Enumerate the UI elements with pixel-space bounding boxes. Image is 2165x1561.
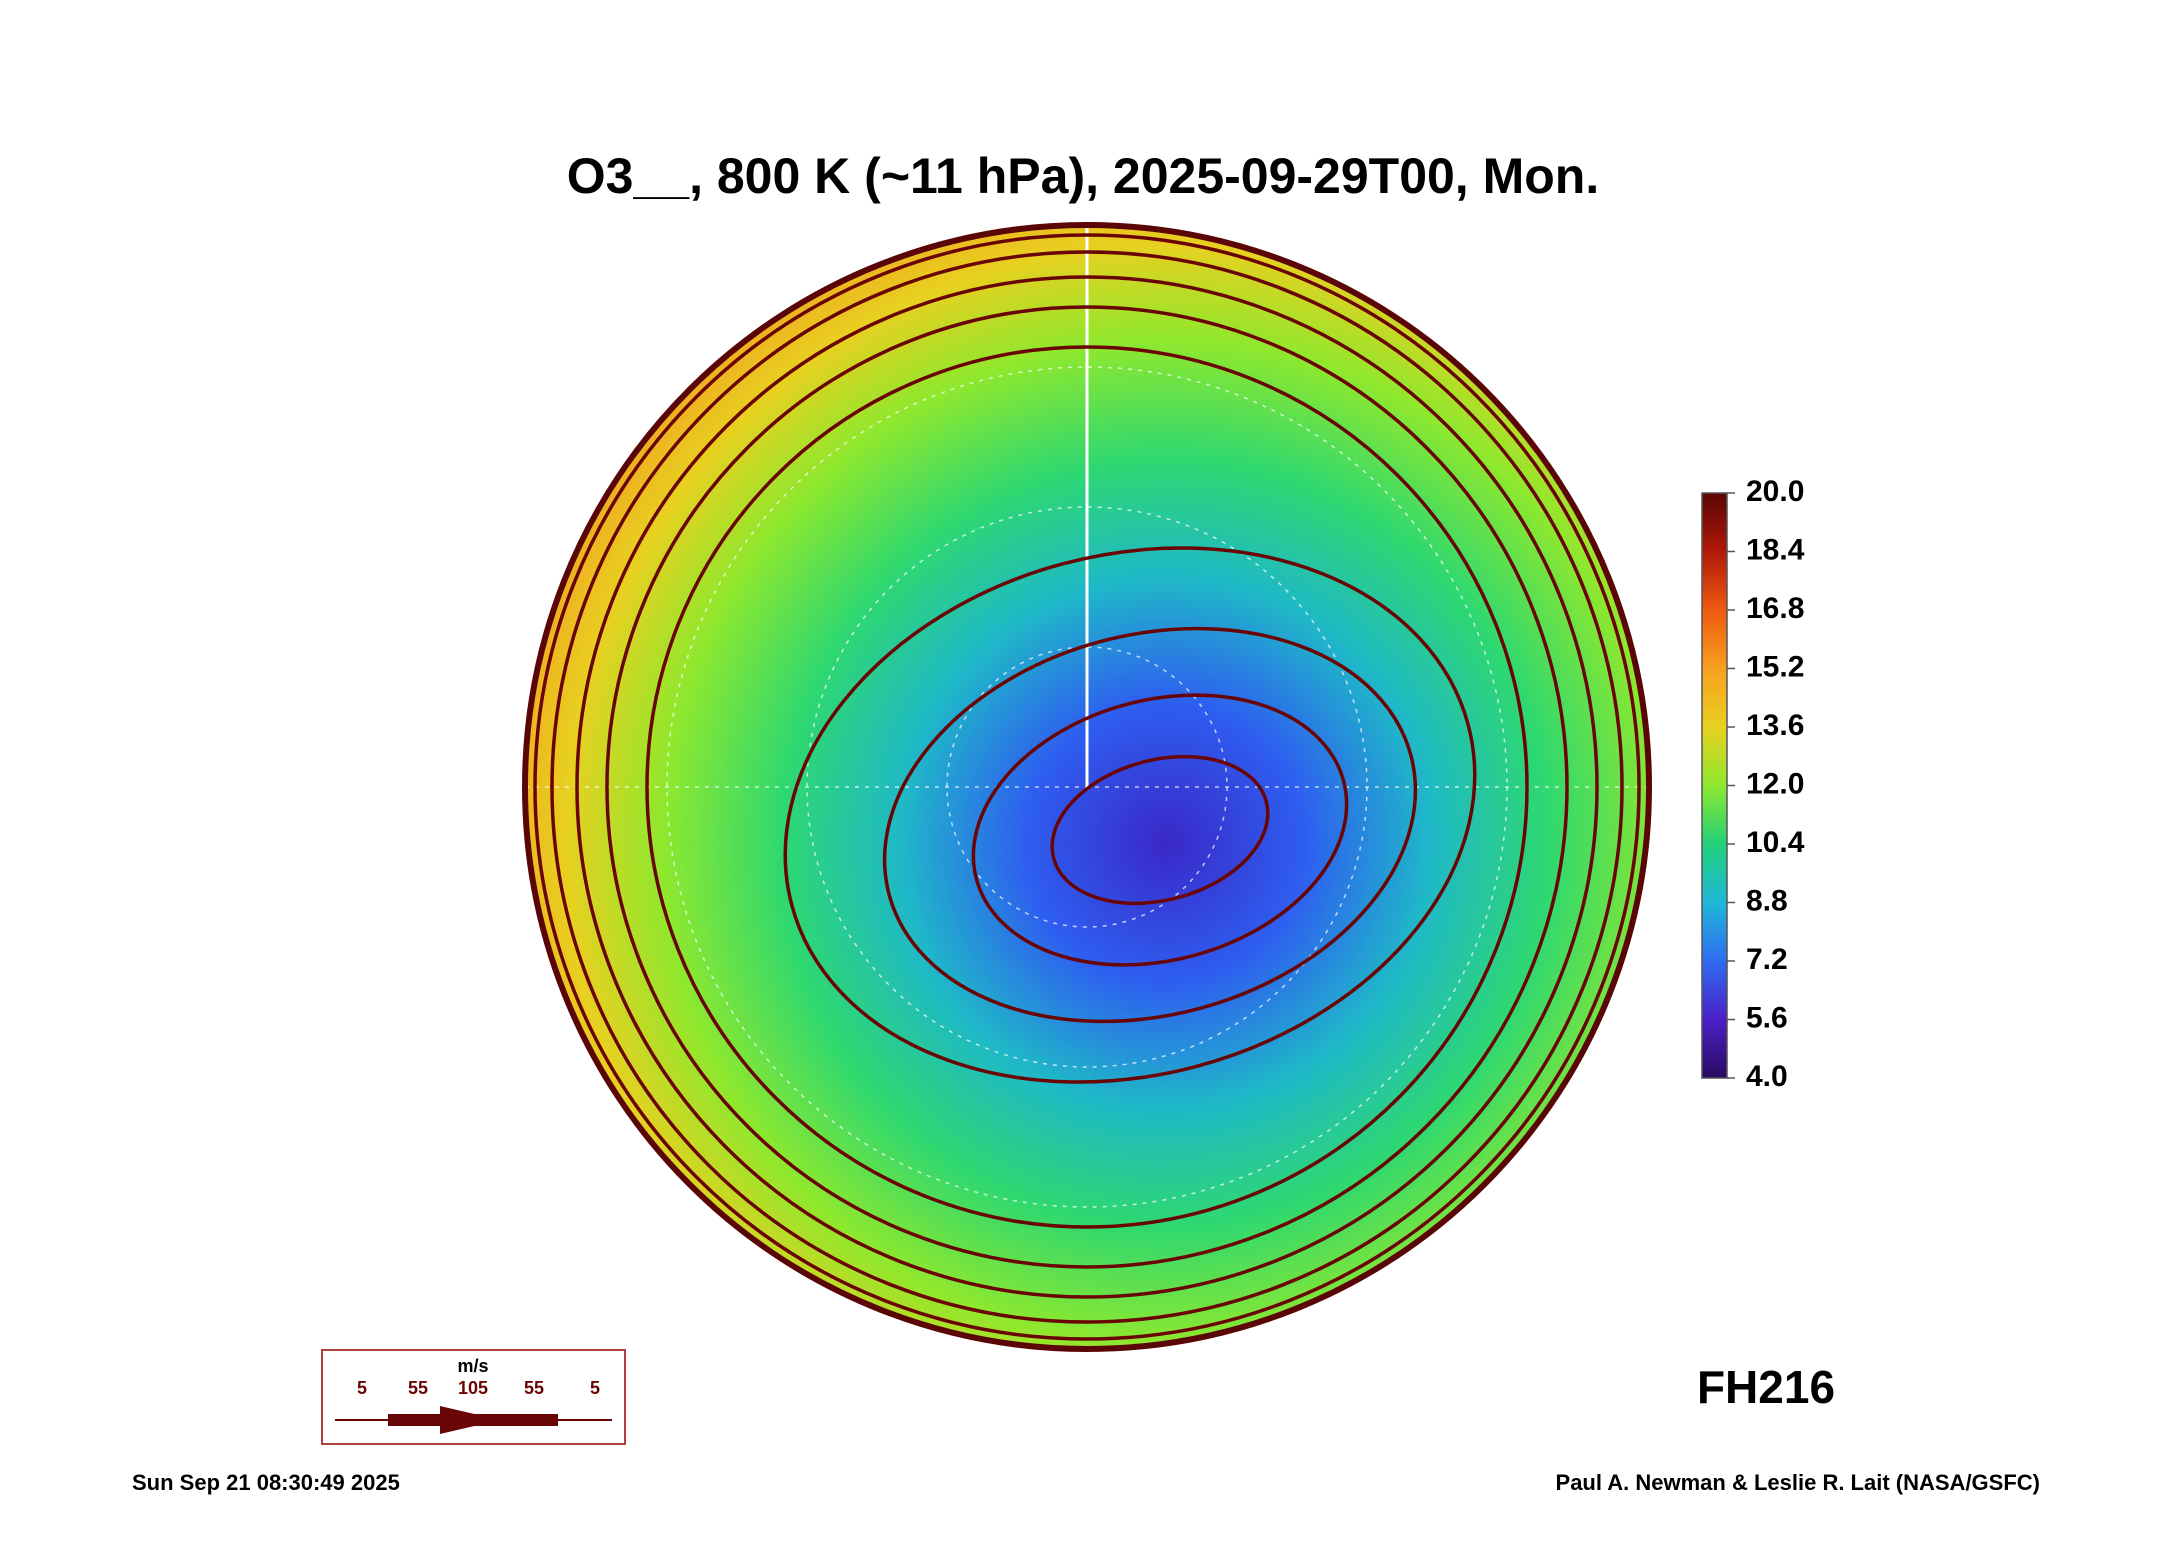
wind-speed-label: 5 — [590, 1378, 600, 1398]
map-border — [522, 222, 1652, 1352]
colorbar: 4.0 5.6 7.2 8.8 10.4 12.0 13.6 15.2 16.8 18.4 20.0 — [1701, 475, 1805, 1093]
colorbar-tick-label: 10.4 — [1746, 826, 1805, 859]
colorbar-tick-label: 20.0 — [1746, 475, 1804, 508]
colorbar-scale — [1701, 492, 1728, 1079]
forecast-label: FH216 — [1697, 1361, 1835, 1413]
map — [525, 225, 1649, 1349]
colorbar-tick-label: 7.2 — [1746, 943, 1788, 976]
wind-legend-box — [321, 1349, 626, 1445]
wind-speed-label: 5 — [357, 1378, 367, 1398]
colorbar-tick-label: 13.6 — [1746, 709, 1804, 742]
credit: Paul A. Newman & Leslie R. Lait (NASA/GS… — [1556, 1470, 2040, 1495]
colorbar-tick-label: 4.0 — [1746, 1060, 1788, 1093]
colorbar-tick-label: 12.0 — [1746, 767, 1804, 800]
streamlines — [533, 233, 1641, 1341]
wind-legend: 5 55 105 55 5 — [335, 1378, 612, 1434]
colorbar-tick-label: 18.4 — [1746, 533, 1805, 566]
wind-speed-label: 55 — [524, 1378, 544, 1398]
colorbar-tick-label: 16.8 — [1746, 592, 1804, 625]
wind-arrow — [440, 1406, 500, 1434]
colorbar-tick-label: 5.6 — [1746, 1001, 1788, 1034]
timestamp: Sun Sep 21 08:30:49 2025 — [132, 1470, 400, 1495]
colorbar-tick-label: 8.8 — [1746, 884, 1788, 917]
wind-speed-label: 55 — [408, 1378, 428, 1398]
wind-speed-label: 105 — [458, 1378, 488, 1398]
chart-title: O3__, 800 K (~11 hPa), 2025-09-29T00, Mo… — [567, 148, 1599, 204]
colorbar-tick-label: 15.2 — [1746, 650, 1804, 683]
wind-unit: m/s — [457, 1356, 488, 1376]
